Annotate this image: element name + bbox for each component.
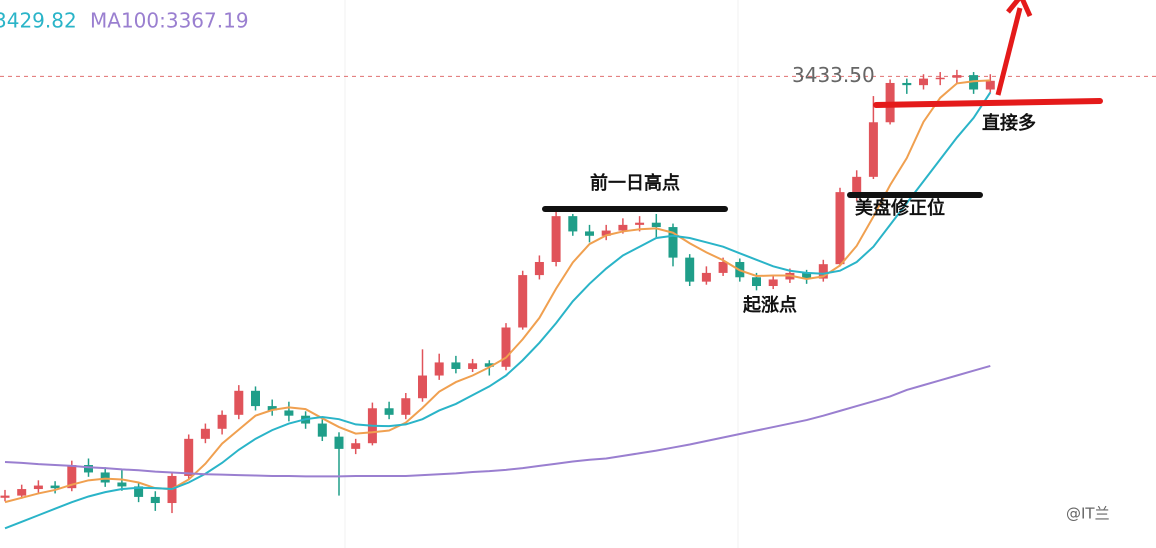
candle-body: [418, 375, 427, 399]
candle-body: [384, 408, 394, 415]
candle-body: [651, 222, 661, 228]
candle-body: [902, 82, 912, 86]
candle-body: [150, 496, 160, 504]
candle-body: [251, 390, 260, 407]
candle-body: [701, 272, 711, 282]
candle-body: [117, 482, 127, 487]
candle-body: [868, 122, 878, 177]
annotation: 前一日高点: [590, 172, 680, 194]
candle-body: [234, 390, 244, 415]
candle-body: [802, 272, 812, 279]
candle-body: [969, 75, 979, 90]
candle-body: [17, 489, 27, 496]
candle-body: [501, 327, 511, 367]
candle-body: [50, 485, 60, 489]
watermark: @IT兰: [1066, 505, 1110, 523]
candle-body: [818, 264, 828, 279]
candle-body: [534, 261, 544, 276]
candle-body: [768, 279, 778, 287]
candle-body: [685, 257, 695, 282]
ma-line: [4, 364, 991, 478]
candle-body: [33, 485, 43, 490]
candle-body: [267, 406, 277, 411]
candle-body: [217, 414, 227, 429]
candle-body: [317, 423, 327, 437]
candle-body: [635, 222, 645, 225]
candle-body: [835, 192, 845, 265]
candle-body: [100, 472, 110, 483]
candle-body: [84, 465, 93, 473]
candle-body: [351, 443, 361, 449]
candle-body: [718, 261, 728, 273]
candle-body: [334, 436, 344, 449]
candle-body: [468, 363, 478, 369]
candle-body: [668, 227, 678, 258]
legend-entry: 3429.82: [0, 9, 77, 33]
candle-body: [601, 230, 611, 236]
candle-body: [852, 176, 862, 193]
candle-body: [752, 277, 761, 287]
candle-body: [401, 398, 411, 415]
candle-body: [618, 224, 628, 231]
candle-body: [935, 77, 945, 80]
candle-body: [551, 216, 561, 262]
candle-body: [451, 362, 461, 369]
annotation: 美盘修正位: [855, 197, 945, 219]
candle-body: [919, 78, 928, 86]
candle-body: [518, 275, 528, 328]
ma-line: [4, 91, 992, 530]
price-label: 3433.50: [792, 63, 875, 87]
annotation: 直接多: [982, 112, 1036, 134]
candle-body: [67, 465, 77, 489]
candle-body: [200, 428, 210, 439]
candle-body: [434, 362, 444, 376]
candle-body: [985, 80, 995, 90]
ma-line: [4, 79, 991, 504]
plot: [0, 69, 1156, 530]
candle-body: [484, 363, 494, 367]
candle-body: [0, 495, 10, 498]
candle-body: [568, 216, 578, 232]
hand-line: [873, 98, 1103, 108]
candle-body: [585, 231, 594, 236]
candle-body: [952, 75, 962, 78]
candle-body: [284, 410, 294, 416]
arrow: [995, 7, 1023, 96]
candle-body: [184, 438, 194, 476]
annotation: 起涨点: [742, 294, 797, 316]
arrow-head: [1006, 0, 1033, 18]
candle-body: [134, 486, 144, 497]
legend-entry: MA100:3367.19: [90, 9, 249, 33]
